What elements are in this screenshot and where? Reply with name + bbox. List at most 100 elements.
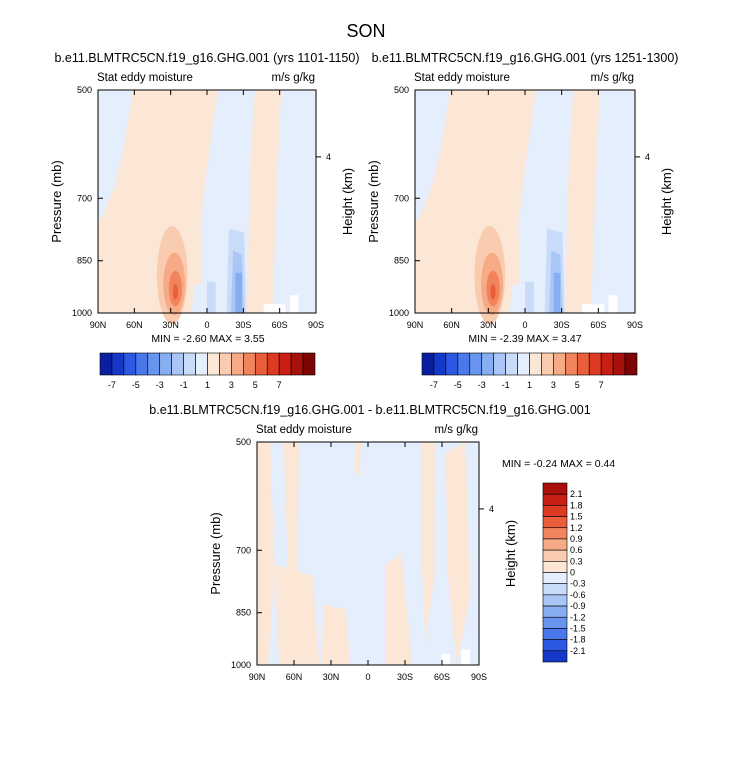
panel-title: b.e11.BLMTRC5CN.f19_g16.GHG.001 - b.e11.… [149, 403, 590, 417]
x-tick-label: 90S [627, 320, 643, 330]
colorbar-box [433, 352, 447, 376]
contour-region [321, 604, 351, 665]
colorbar-box [529, 352, 542, 376]
colorbar-label: -0.9 [570, 601, 586, 611]
chart-panel-1: b.e11.BLMTRC5CN.f19_g16.GHG.001 (yrs 110… [49, 51, 360, 390]
contour-region [385, 553, 413, 665]
colorbar-box [290, 352, 304, 376]
missing-region [461, 649, 471, 665]
colorbar-box [219, 352, 232, 376]
missing-region [289, 295, 299, 313]
colorbar-label: 7 [599, 380, 604, 390]
y-tick-label: 850 [236, 608, 251, 618]
contour-region [272, 90, 316, 313]
colorbar-box [123, 352, 137, 376]
colorbar-label: 7 [277, 380, 282, 390]
contour-region [274, 564, 320, 665]
y-axis-label: Pressure (mb) [366, 160, 381, 242]
x-tick-label: 0 [522, 320, 527, 330]
colorbar-box [541, 352, 554, 376]
colorbar-box [195, 352, 208, 376]
missing-region [608, 295, 618, 313]
colorbar-box [542, 616, 568, 629]
colorbar-label: -7 [108, 380, 116, 390]
x-tick-label: 90N [90, 320, 107, 330]
colorbar-label: 1.2 [570, 523, 583, 533]
y2-tick-label: 4 [489, 504, 494, 514]
x-tick-label: 0 [365, 672, 370, 682]
colorbar-box [576, 352, 590, 376]
colorbar-label: -3 [156, 380, 164, 390]
colorbar-label: -7 [430, 380, 438, 390]
colorbar-box [542, 639, 568, 652]
colorbar-label: -3 [478, 380, 486, 390]
colorbar-label: 3 [551, 380, 556, 390]
colorbar-box [542, 493, 568, 506]
contour-region [354, 442, 362, 476]
contour-region [509, 281, 528, 313]
colorbar-label: 5 [575, 380, 580, 390]
colorbar-box [542, 538, 568, 551]
x-tick-label: 0 [204, 320, 209, 330]
colorbar-label: 0.6 [570, 545, 583, 555]
colorbar-label: -5 [454, 380, 462, 390]
colorbar-label: -1 [502, 380, 510, 390]
y-axis-label: Pressure (mb) [49, 160, 64, 242]
y2-axis-label: Height (km) [659, 168, 674, 235]
x-tick-label: 60N [443, 320, 460, 330]
colorbar-box [254, 352, 268, 376]
y-tick-label: 700 [394, 193, 409, 203]
chart-panel-3: b.e11.BLMTRC5CN.f19_g16.GHG.001 - b.e11.… [149, 403, 615, 682]
colorbar-box [542, 561, 568, 573]
colorbar-box [266, 352, 280, 376]
y2-axis-label: Height (km) [503, 520, 518, 587]
y-tick-label: 1000 [389, 308, 409, 318]
panel-title: b.e11.BLMTRC5CN.f19_g16.GHG.001 (yrs 125… [372, 51, 679, 65]
y-tick-label: 700 [236, 545, 251, 555]
chart-panel-2: b.e11.BLMTRC5CN.f19_g16.GHG.001 (yrs 125… [366, 51, 678, 390]
variable-label: Stat eddy moisture [256, 424, 352, 436]
y-tick-label: 700 [77, 193, 92, 203]
colorbar-box [445, 352, 459, 376]
contour-region [257, 442, 275, 665]
y-tick-label: 500 [236, 437, 251, 447]
colorbar-box [542, 527, 568, 540]
colorbar-box [542, 594, 568, 607]
colorbar-box [542, 516, 568, 529]
colorbar-label: -0.6 [570, 590, 586, 600]
colorbar-label: 0.3 [570, 556, 583, 566]
colorbar-label: -1.5 [570, 623, 586, 633]
units-label: m/s g/kg [591, 72, 634, 84]
x-tick-label: 30S [554, 320, 570, 330]
colorbar-box [612, 352, 626, 376]
x-tick-label: 60S [590, 320, 606, 330]
colorbar-box [278, 352, 292, 376]
colorbar-box [111, 352, 125, 376]
y-tick-label: 850 [394, 256, 409, 266]
y-axis-label: Pressure (mb) [208, 512, 223, 594]
figure-title: SON [346, 21, 385, 41]
colorbar-label: -1 [180, 380, 188, 390]
colorbar-box [207, 352, 220, 376]
contour-region [525, 281, 534, 313]
missing-region [263, 304, 286, 313]
colorbar-box [481, 352, 494, 376]
colorbar-box [517, 352, 530, 376]
colorbar-label: 3 [229, 380, 234, 390]
y-tick-label: 850 [77, 256, 92, 266]
x-tick-label: 90N [407, 320, 424, 330]
x-tick-label: 90N [249, 672, 266, 682]
contour-region [591, 90, 635, 313]
colorbar-box [99, 352, 113, 376]
panels: b.e11.BLMTRC5CN.f19_g16.GHG.001 (yrs 110… [49, 51, 678, 682]
variable-label: Stat eddy moisture [414, 72, 510, 84]
colorbar-label: 1.5 [570, 512, 583, 522]
units-label: m/s g/kg [272, 72, 315, 84]
colorbar-box [421, 352, 435, 376]
colorbar-box [553, 352, 566, 376]
colorbar-box [542, 572, 568, 584]
x-tick-label: 60S [272, 320, 288, 330]
colorbar-label: -1.8 [570, 635, 586, 645]
colorbar-box [542, 482, 568, 495]
